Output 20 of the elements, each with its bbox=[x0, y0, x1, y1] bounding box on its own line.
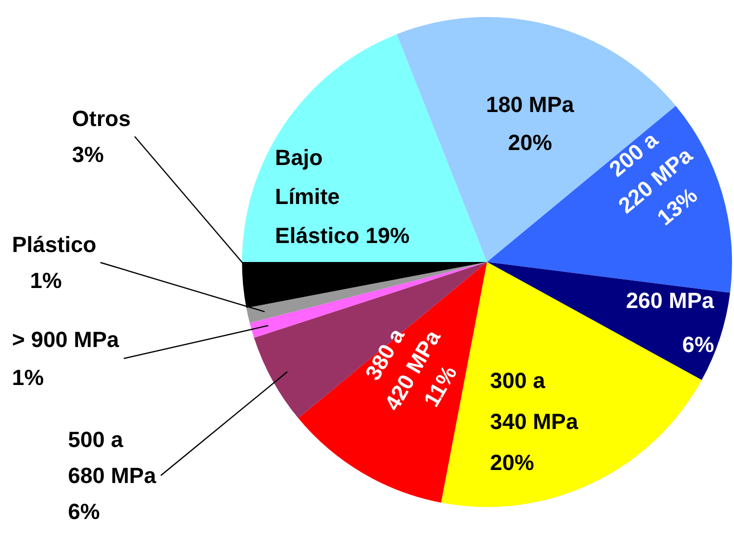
pie-slice bbox=[242, 262, 487, 308]
slice-label: Otros bbox=[72, 106, 131, 131]
data-label: 20% bbox=[508, 130, 552, 155]
data-label: 1% bbox=[30, 268, 62, 293]
slice-label: 260 MPa bbox=[626, 288, 715, 313]
slice-label: 500 a 680 MPa bbox=[68, 427, 157, 488]
pie-slice bbox=[246, 262, 487, 323]
slice-label: > 900 MPa bbox=[12, 327, 120, 352]
pie-slice bbox=[242, 34, 487, 262]
slice-label: Bajo Límite Elástico 19% bbox=[275, 145, 410, 248]
pie-slice bbox=[298, 262, 487, 503]
pie-slice bbox=[254, 262, 487, 418]
data-label: 6% bbox=[682, 332, 714, 357]
slice-label: 180 MPa bbox=[486, 92, 575, 117]
slice-label: 300 a 340 MPa bbox=[490, 368, 579, 434]
data-label: 6% bbox=[68, 499, 100, 524]
data-label: 3% bbox=[72, 142, 104, 167]
slice-label: Plástico bbox=[12, 232, 96, 257]
data-label: 1% bbox=[12, 365, 44, 390]
data-label: 20% bbox=[490, 450, 534, 475]
